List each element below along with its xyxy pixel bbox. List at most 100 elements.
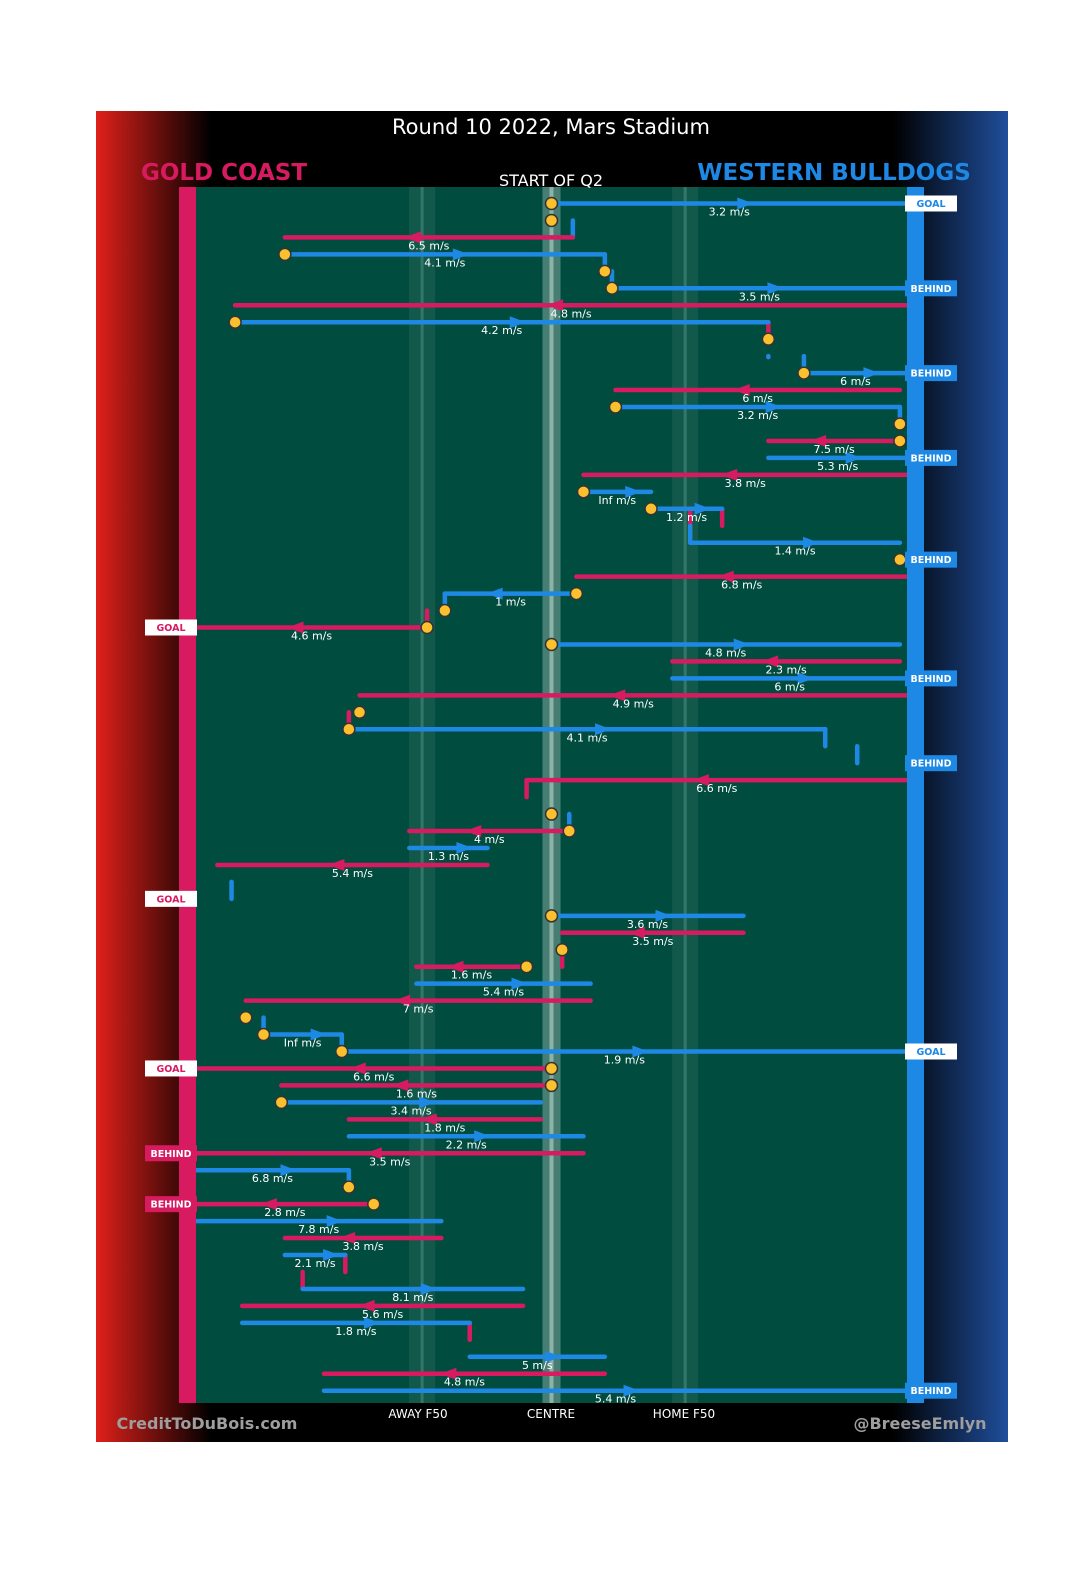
speed-label-35: 1.6 m/s bbox=[396, 1087, 437, 1100]
score-event-label-3: BEHIND bbox=[910, 453, 951, 464]
stoppage-ball-icon-4 bbox=[605, 281, 619, 296]
stoppage-ball-icon-6 bbox=[761, 332, 776, 346]
speed-label-22: 4.1 m/s bbox=[566, 731, 607, 744]
segment-arrow-50 bbox=[623, 1384, 640, 1397]
score-event-label-9: GOAL bbox=[916, 1047, 945, 1058]
chart-title: Round 10 2022, Mars Stadium bbox=[392, 115, 710, 139]
segment-arrow-35 bbox=[392, 1079, 409, 1092]
stoppage-ball-icon-3 bbox=[598, 264, 612, 279]
speed-label-42: 7.8 m/s bbox=[298, 1223, 339, 1236]
segment-arrow-16 bbox=[486, 587, 503, 600]
speed-label-3: 3.5 m/s bbox=[739, 290, 780, 303]
segment-arrow-26 bbox=[328, 858, 345, 871]
speed-label-47: 1.8 m/s bbox=[335, 1325, 376, 1338]
segment-arrow-45 bbox=[420, 1282, 437, 1295]
score-event-label-10: GOAL bbox=[156, 1064, 185, 1075]
segment-arrow-46 bbox=[358, 1299, 375, 1312]
stoppage-ball-icon-0 bbox=[544, 196, 559, 211]
stoppage-ball-icon-20 bbox=[544, 807, 559, 821]
stoppage-ball-icon-19 bbox=[342, 722, 356, 737]
segment-arrow-48 bbox=[545, 1350, 562, 1363]
speed-label-10: 5.3 m/s bbox=[817, 460, 858, 473]
speed-label-2: 4.1 m/s bbox=[424, 256, 465, 269]
speed-label-0: 3.2 m/s bbox=[709, 206, 750, 219]
speed-label-38: 2.2 m/s bbox=[446, 1138, 487, 1151]
segment-arrow-2 bbox=[452, 248, 469, 261]
score-event-label-1: BEHIND bbox=[910, 284, 951, 295]
footer-credit: CreditToDuBois.com bbox=[117, 1414, 298, 1433]
speed-label-24: 4 m/s bbox=[474, 833, 505, 846]
speed-label-18: 4.8 m/s bbox=[705, 646, 746, 659]
speed-label-6: 6 m/s bbox=[840, 375, 871, 388]
stoppage-ball-icon-15 bbox=[438, 603, 452, 618]
score-event-label-6: BEHIND bbox=[910, 674, 951, 685]
stoppage-ball-icon-14 bbox=[569, 586, 584, 601]
score-event-label-4: BEHIND bbox=[910, 555, 951, 566]
stoppage-ball-icon-28 bbox=[544, 1061, 559, 1076]
speed-label-17: 4.6 m/s bbox=[291, 630, 332, 643]
segment-arrow-33 bbox=[632, 1045, 649, 1058]
score-event-box-2 bbox=[905, 365, 957, 382]
segment-arrow-4 bbox=[547, 299, 564, 312]
segment-arrow-20 bbox=[797, 672, 814, 685]
segment-arrow-38 bbox=[474, 1130, 491, 1143]
segment-arrow-13 bbox=[694, 502, 711, 515]
speed-label-12: Inf m/s bbox=[598, 494, 636, 507]
speed-label-33: 1.9 m/s bbox=[604, 1054, 645, 1067]
segment-arrow-15 bbox=[717, 570, 734, 583]
stoppage-ball-icon-31 bbox=[342, 1180, 356, 1194]
speed-label-49: 4.8 m/s bbox=[444, 1376, 485, 1389]
tick-label-home-f50: HOME F50 bbox=[653, 1407, 715, 1421]
speed-label-23: 6.6 m/s bbox=[696, 782, 737, 795]
speed-label-44: 2.1 m/s bbox=[295, 1257, 336, 1270]
stoppage-ball-icon-13 bbox=[893, 552, 907, 567]
segment-arrow-12 bbox=[625, 485, 642, 498]
quarter-label: START OF Q2 bbox=[499, 171, 603, 190]
segment-arrow-8 bbox=[765, 401, 782, 414]
gold-coast-goal-post bbox=[179, 187, 196, 1403]
score-event-label-12: BEHIND bbox=[150, 1200, 191, 1211]
segment-arrow-21 bbox=[609, 689, 626, 702]
score-event-box-0 bbox=[905, 195, 957, 212]
speed-label-31: 7 m/s bbox=[403, 1003, 434, 1016]
speed-label-39: 3.5 m/s bbox=[369, 1155, 410, 1168]
speed-label-43: 3.8 m/s bbox=[343, 1240, 384, 1253]
segment-arrow-37 bbox=[420, 1113, 437, 1126]
segment-arrow-31 bbox=[394, 994, 411, 1007]
segment-arrow-25 bbox=[456, 841, 473, 854]
segment-arrow-27 bbox=[655, 909, 672, 922]
stoppage-ball-icon-18 bbox=[352, 705, 367, 720]
segment-arrow-18 bbox=[733, 638, 750, 651]
stoppage-ball-icon-32 bbox=[367, 1197, 381, 1211]
speed-label-20: 6 m/s bbox=[774, 680, 805, 693]
segment-arrow-22 bbox=[595, 723, 612, 736]
segment-arrow-34 bbox=[349, 1062, 366, 1075]
segment-arrow-49 bbox=[440, 1367, 457, 1380]
score-event-box-4 bbox=[905, 551, 957, 568]
stoppage-ball-icon-25 bbox=[239, 1010, 253, 1025]
score-event-label-11: BEHIND bbox=[150, 1149, 191, 1160]
segment-arrow-5 bbox=[509, 316, 526, 329]
speed-labels: 3.2 m/s 6.5 m/s 4.1 m/s 3.5 m/s 4.8 m/s 4.2 m… bbox=[252, 206, 871, 1406]
speed-label-29: 1.6 m/s bbox=[451, 969, 492, 982]
speed-label-48: 5 m/s bbox=[522, 1359, 553, 1372]
stoppage-ball-icon-22 bbox=[544, 909, 559, 923]
stoppage-ball-icon-30 bbox=[274, 1095, 289, 1110]
speed-label-15: 6.8 m/s bbox=[721, 579, 762, 592]
score-event-label-13: BEHIND bbox=[910, 1386, 951, 1397]
bulldogs-goal-post bbox=[907, 187, 924, 1403]
segment-arrow-43 bbox=[339, 1232, 356, 1245]
stoppage-ball-icon-17 bbox=[544, 637, 559, 652]
stoppage-ball-icon-24 bbox=[519, 959, 534, 974]
score-event-box-13 bbox=[905, 1382, 957, 1399]
bulldogs-team-name: WESTERN BULLDOGS bbox=[697, 160, 971, 186]
segment-arrow-36 bbox=[419, 1096, 436, 1109]
segment-arrow-3 bbox=[767, 282, 784, 295]
segment-arrow-40 bbox=[280, 1164, 297, 1177]
score-event-box-11 bbox=[145, 1145, 197, 1162]
stoppage-ball-icon-8 bbox=[608, 400, 623, 414]
speed-label-11: 3.8 m/s bbox=[725, 477, 766, 490]
score-event-box-5 bbox=[145, 619, 197, 636]
speed-label-7: 6 m/s bbox=[742, 392, 773, 405]
score-event-box-10 bbox=[145, 1060, 197, 1077]
